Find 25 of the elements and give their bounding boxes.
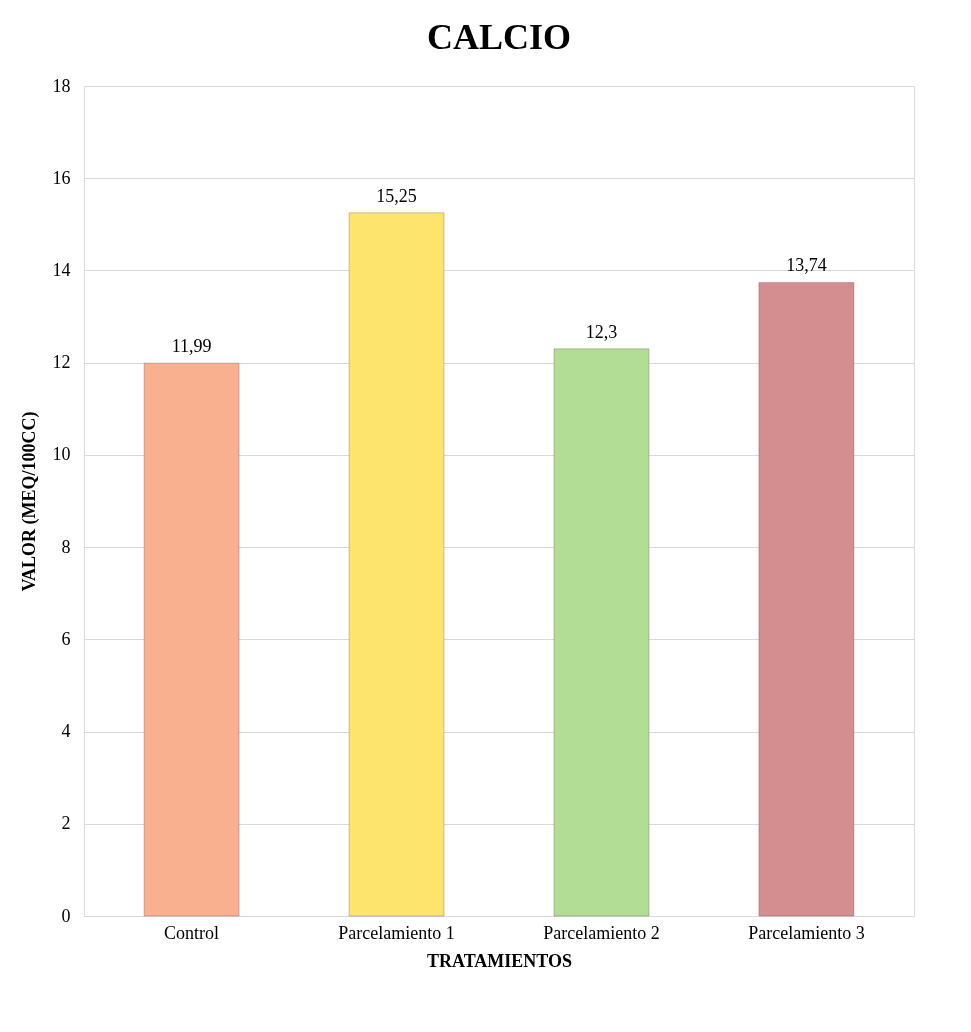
y-tick-label: 18 — [52, 75, 71, 96]
data-label: 15,25 — [376, 185, 417, 206]
chart-title: CALCIO — [426, 17, 572, 57]
x-tick-label: Control — [164, 922, 220, 943]
bar — [553, 348, 650, 917]
y-tick-label: 8 — [61, 536, 71, 557]
y-tick-label: 10 — [52, 444, 71, 465]
x-tick-label: Parcelamiento 1 — [338, 922, 455, 943]
x-tick-label: Parcelamiento 2 — [543, 922, 660, 943]
y-axis-title: VALOR (MEQ/100CC) — [18, 411, 40, 592]
y-tick-label: 2 — [61, 813, 71, 834]
y-tick-label: 6 — [61, 628, 71, 649]
x-tick-label: Parcelamiento 3 — [748, 922, 865, 943]
bar — [143, 362, 240, 917]
y-tick-label: 4 — [61, 721, 71, 742]
y-tick-label: 0 — [61, 905, 71, 926]
bar — [758, 281, 855, 917]
data-label: 12,3 — [585, 321, 618, 342]
data-label: 11,99 — [171, 336, 212, 357]
bar — [348, 212, 445, 917]
y-tick-label: 12 — [52, 352, 71, 373]
data-label: 13,74 — [786, 255, 827, 276]
y-tick-label: 14 — [52, 259, 71, 280]
y-tick-label: 16 — [52, 167, 71, 188]
x-axis-title: TRATAMIENTOS — [426, 950, 573, 971]
